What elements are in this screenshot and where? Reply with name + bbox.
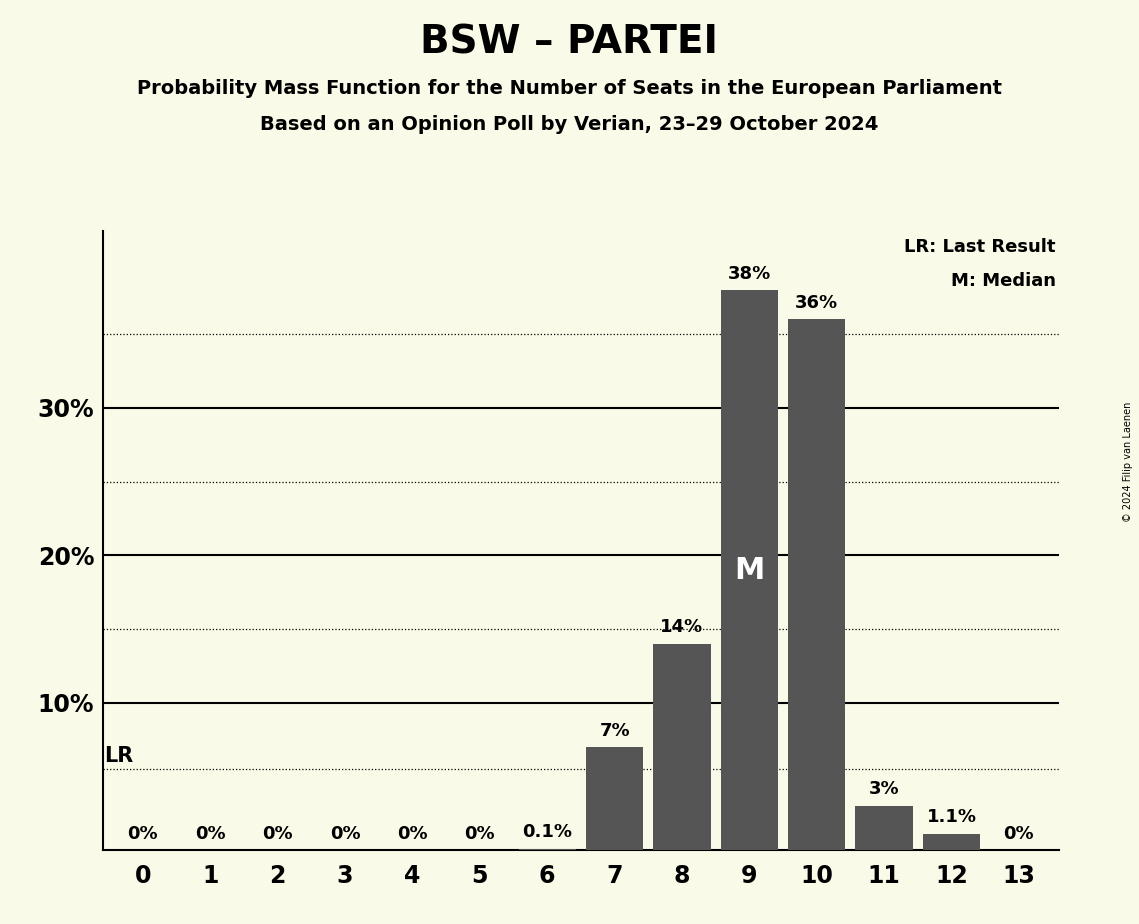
Bar <box>518 848 576 850</box>
Text: BSW – PARTEI: BSW – PARTEI <box>420 23 719 61</box>
Text: LR: Last Result: LR: Last Result <box>904 238 1056 256</box>
Text: M: M <box>735 555 764 585</box>
Bar <box>585 747 644 850</box>
Bar <box>923 833 980 850</box>
Text: © 2024 Filip van Laenen: © 2024 Filip van Laenen <box>1123 402 1133 522</box>
Text: Based on an Opinion Poll by Verian, 23–29 October 2024: Based on an Opinion Poll by Verian, 23–2… <box>261 116 878 135</box>
Text: 0%: 0% <box>128 825 158 843</box>
Text: 0.1%: 0.1% <box>522 823 572 841</box>
Bar <box>788 320 845 850</box>
Text: 3%: 3% <box>869 781 900 798</box>
Text: LR: LR <box>104 746 133 766</box>
Text: 7%: 7% <box>599 722 630 739</box>
Bar <box>855 806 912 850</box>
Text: 14%: 14% <box>661 618 704 637</box>
Text: 36%: 36% <box>795 294 838 312</box>
Text: 0%: 0% <box>330 825 360 843</box>
Text: 0%: 0% <box>1003 825 1034 843</box>
Text: Probability Mass Function for the Number of Seats in the European Parliament: Probability Mass Function for the Number… <box>137 79 1002 98</box>
Bar <box>721 290 778 850</box>
Text: 38%: 38% <box>728 264 771 283</box>
Text: 0%: 0% <box>398 825 428 843</box>
Text: 0%: 0% <box>195 825 226 843</box>
Bar <box>654 644 711 850</box>
Text: 0%: 0% <box>465 825 495 843</box>
Text: 1.1%: 1.1% <box>926 808 976 826</box>
Text: M: Median: M: Median <box>951 273 1056 290</box>
Text: 0%: 0% <box>262 825 293 843</box>
